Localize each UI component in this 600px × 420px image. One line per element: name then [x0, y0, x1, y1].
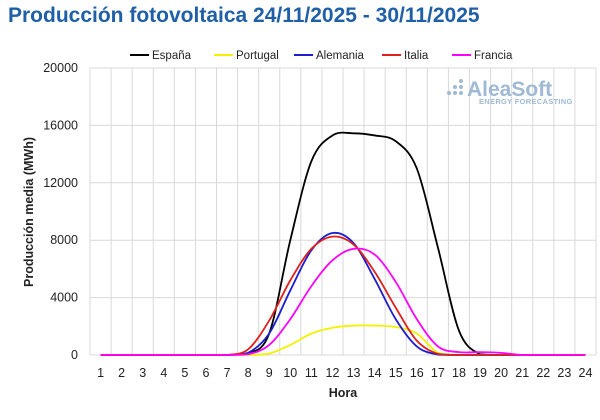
- x-tick-label: 19: [473, 366, 487, 380]
- x-tick-label: 14: [368, 366, 382, 380]
- watermark-brand: AleaSoft: [467, 78, 552, 101]
- logo-dots-icon: [447, 79, 463, 95]
- legend-label: Francia: [474, 50, 513, 62]
- x-tick-label: 8: [245, 366, 252, 380]
- x-tick-label: 15: [389, 366, 403, 380]
- x-tick-label: 7: [224, 366, 231, 380]
- legend-label: Italia: [404, 50, 429, 62]
- aleasoft-logo: AleaSoft ENERGY FORECASTING: [447, 78, 573, 106]
- series-line-francia: [100, 247, 586, 356]
- x-tick-label: 6: [202, 366, 209, 380]
- watermark-tagline: ENERGY FORECASTING: [479, 97, 573, 106]
- y-axis-title: Producción media (MWh): [22, 137, 36, 287]
- y-tick-label: 12000: [43, 176, 78, 190]
- legend-item-francia: Francia: [452, 50, 513, 62]
- x-tick-label: 9: [266, 366, 273, 380]
- x-tick-label: 17: [431, 366, 445, 380]
- legend-item-alemania: Alemania: [294, 50, 365, 62]
- x-tick-label: 4: [160, 366, 167, 380]
- x-tick-label: 11: [305, 366, 318, 380]
- grid-layer: [89, 67, 597, 356]
- x-axis-ticks: 1 2 3 4 5 6 7 8 9 10 11 12 13 14 15 16 17 18 19 20 21 22 23 24: [97, 366, 592, 380]
- x-tick-label: 22: [536, 366, 550, 380]
- x-tick-label: 12: [326, 366, 340, 380]
- y-tick-label: 0: [71, 348, 78, 362]
- y-tick-label: 20000: [43, 61, 78, 75]
- legend: España Portugal Alemania Italia Francia: [130, 50, 513, 62]
- x-tick-label: 1: [97, 366, 104, 380]
- legend-item-portugal: Portugal: [214, 50, 279, 62]
- legend-label: España: [152, 50, 192, 62]
- x-tick-label: 3: [139, 366, 146, 380]
- x-tick-label: 23: [557, 366, 571, 380]
- legend-item-espana: España: [130, 50, 192, 62]
- legend-label: Portugal: [236, 50, 279, 62]
- y-axis-ticks: 0 4000 8000 12000 16000 20000: [43, 61, 78, 362]
- y-tick-label: 4000: [50, 291, 78, 305]
- x-tick-label: 18: [452, 366, 466, 380]
- x-tick-label: 2: [118, 366, 125, 380]
- chart-title: Producción fotovoltaica 24/11/2025 - 30/…: [8, 4, 480, 27]
- legend-label: Alemania: [316, 50, 365, 62]
- x-tick-label: 13: [347, 366, 361, 380]
- x-tick-label: 20: [494, 366, 508, 380]
- y-tick-label: 16000: [43, 118, 78, 132]
- legend-item-italia: Italia: [382, 50, 429, 62]
- x-tick-label: 24: [579, 366, 593, 380]
- y-tick-label: 8000: [50, 233, 78, 247]
- x-tick-label: 16: [410, 366, 424, 380]
- x-axis-title: Hora: [329, 386, 359, 400]
- x-tick-label: 10: [283, 366, 297, 380]
- series-layer: [100, 131, 586, 356]
- x-tick-label: 5: [181, 366, 188, 380]
- x-tick-label: 21: [515, 366, 529, 380]
